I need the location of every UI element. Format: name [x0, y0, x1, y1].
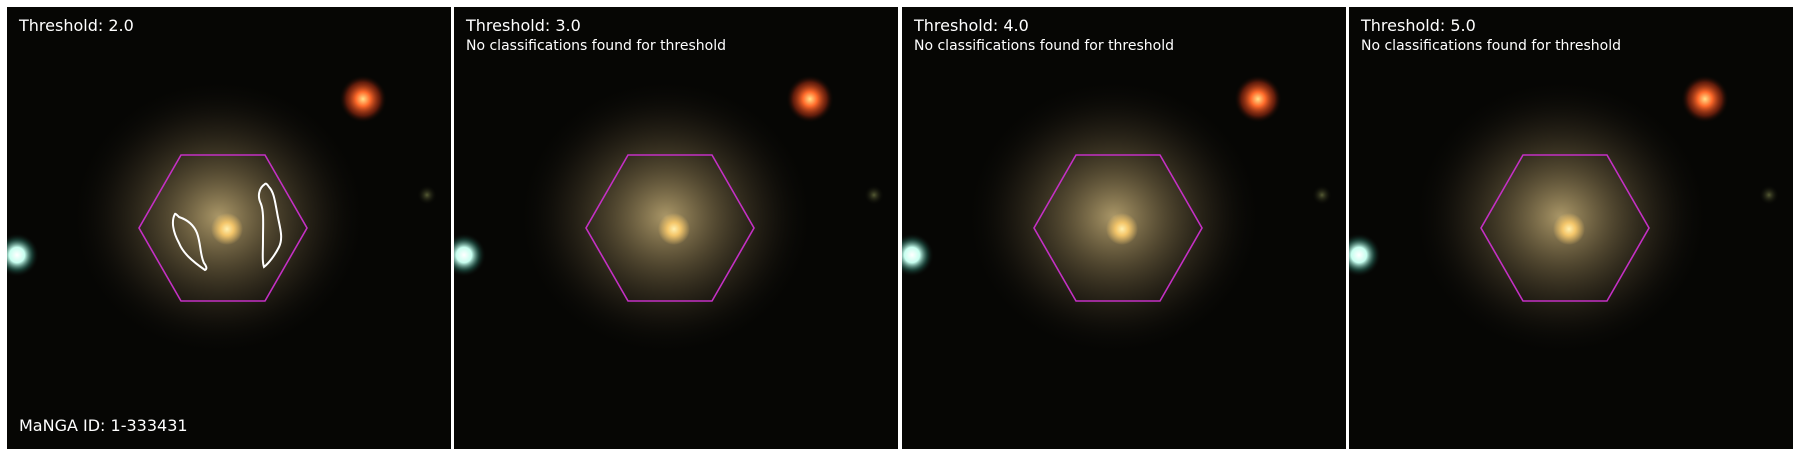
galaxy-image [1349, 7, 1793, 449]
galaxy-image [7, 7, 451, 449]
threshold-label: Threshold: 2.0 [19, 16, 134, 35]
faint-source [417, 185, 437, 205]
threshold-label: Threshold: 5.0 [1361, 16, 1476, 35]
blue-star [454, 233, 486, 277]
galaxy-image [902, 7, 1346, 449]
red-star [1234, 75, 1282, 123]
no-classifications-note: No classifications found for threshold [914, 38, 1174, 54]
classification-contour-left [171, 212, 208, 272]
galaxy-core [1553, 213, 1585, 245]
ifu-hexagon [138, 154, 308, 302]
galaxy-core [1106, 213, 1138, 245]
ifu-hexagon [1033, 154, 1203, 302]
galaxy-panel-threshold-3: Threshold: 3.0 No classifications found … [454, 7, 898, 449]
blue-star [1349, 233, 1381, 277]
galaxy-image [454, 7, 898, 449]
ifu-hexagon [1480, 154, 1650, 302]
galaxy-panel-threshold-2: Threshold: 2.0 MaNGA ID: 1-333431 [7, 7, 451, 449]
ifu-hexagon [585, 154, 755, 302]
blue-star [902, 233, 934, 277]
red-star [786, 75, 834, 123]
manga-id-label: MaNGA ID: 1-333431 [19, 416, 188, 435]
no-classifications-note: No classifications found for threshold [466, 38, 726, 54]
galaxy-panel-threshold-4: Threshold: 4.0 No classifications found … [902, 7, 1346, 449]
blue-star [7, 233, 39, 277]
galaxy-core [658, 213, 690, 245]
threshold-label: Threshold: 4.0 [914, 16, 1029, 35]
no-classifications-note: No classifications found for threshold [1361, 38, 1621, 54]
classification-contour-right [257, 182, 283, 269]
red-star [1681, 75, 1729, 123]
galaxy-core [211, 213, 243, 245]
faint-source [864, 185, 884, 205]
galaxy-panel-threshold-5: Threshold: 5.0 No classifications found … [1349, 7, 1793, 449]
threshold-label: Threshold: 3.0 [466, 16, 581, 35]
faint-source [1312, 185, 1332, 205]
red-star [339, 75, 387, 123]
faint-source [1759, 185, 1779, 205]
